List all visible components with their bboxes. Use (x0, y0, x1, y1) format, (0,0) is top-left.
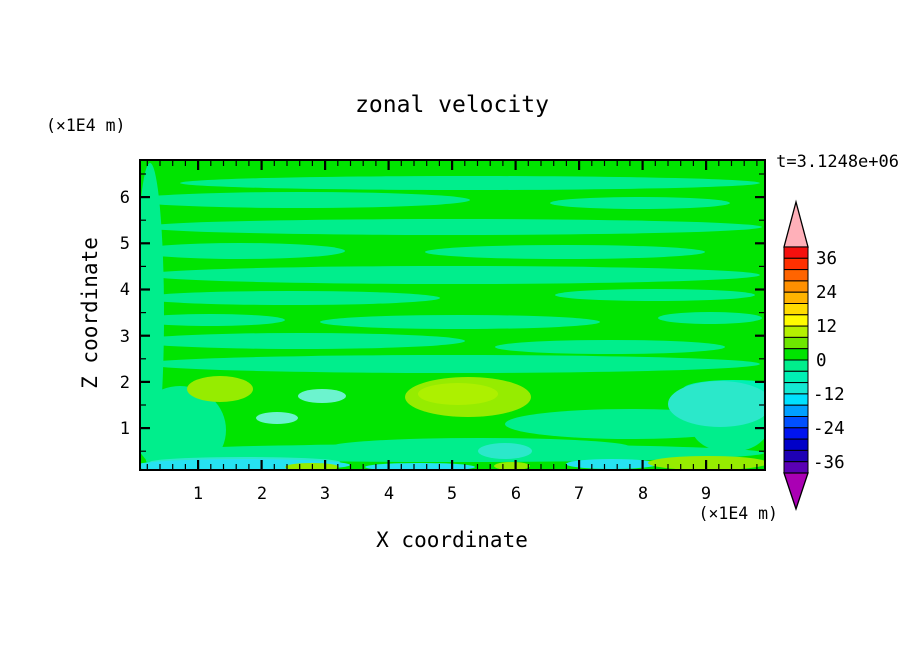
x-tick-label: 6 (511, 484, 521, 504)
contour-band (495, 340, 725, 354)
contour-band (141, 243, 345, 259)
x-tick-label: 1 (193, 484, 203, 504)
colorbar-cell (783, 336, 809, 350)
colorbar-cell (783, 303, 809, 316)
x-axis-ticks (146, 161, 758, 469)
contour-band (142, 219, 762, 235)
x-tick-label: 3 (320, 484, 330, 504)
contour-feature-turquoise-blob (478, 443, 532, 459)
colorbar-cell (783, 416, 809, 429)
colorbar-label: 12 (816, 317, 837, 337)
colorbar-cell (783, 461, 809, 474)
plot-area (139, 159, 766, 471)
colorbar-cell (783, 314, 809, 327)
colorbar-cell (783, 438, 809, 451)
colorbar-label: -36 (813, 453, 845, 473)
x-tick-label: 2 (257, 484, 267, 504)
contour-band (141, 333, 465, 349)
colorbar-cell (783, 280, 809, 293)
z-axis-unit-label: (×1E4 m) (46, 116, 125, 135)
z-tick-label: 6 (120, 188, 130, 208)
contour-feature-bottom-cyan-right (566, 459, 658, 469)
z-tick-label: 4 (120, 280, 130, 300)
contour-feature-chartreuse-left (187, 376, 253, 402)
x-axis-tick-labels: 1 2 3 4 5 6 7 8 9 (193, 484, 711, 504)
colorbar-cell (783, 246, 809, 259)
time-annotation: t=3.1248e+06 (776, 152, 899, 172)
colorbar-cell (783, 325, 809, 338)
contour-feature-turquoise-pool (668, 381, 764, 427)
contour-feature-bottom-chartreuse-speck (494, 462, 530, 469)
z-tick-label: 5 (120, 234, 130, 254)
colorbar-label: -12 (813, 385, 845, 405)
colorbar-cell (783, 269, 809, 282)
contour-feature-chartreuse-center-core (418, 383, 498, 405)
contour-band (180, 176, 760, 190)
colorbar-label: 24 (816, 283, 837, 303)
contour-band (141, 444, 764, 462)
contour-band (425, 245, 705, 259)
contour-band (141, 163, 164, 467)
colorbar-cell (783, 370, 809, 384)
x-tick-label: 7 (574, 484, 584, 504)
colorbar-over-arrow (783, 199, 809, 248)
colorbar-cell (783, 404, 809, 418)
colorbar: 36 24 12 0 -12 -24 -36 (783, 199, 845, 512)
x-tick-label: 4 (384, 484, 394, 504)
plot-border (139, 159, 766, 471)
colorbar-cell (783, 359, 809, 372)
colorbar-cell (783, 291, 809, 305)
colorbar-label: 0 (816, 351, 827, 371)
contour-band (550, 197, 730, 209)
colorbar-label: 36 (816, 249, 837, 269)
contour-band (555, 289, 755, 301)
contour-band (141, 192, 470, 208)
z-axis-tick-labels: 1 2 3 4 5 6 (120, 188, 130, 439)
colorbar-cell (783, 427, 809, 440)
z-tick-label: 2 (120, 373, 130, 393)
contour-band (144, 355, 760, 373)
colorbar-under-arrow (783, 472, 809, 512)
colorbar-cell (783, 393, 809, 406)
colorbar-cell (783, 449, 809, 463)
contour-feature-pale-mint-2 (256, 412, 298, 424)
contour-feature-bottom-chartreuse-right (648, 456, 764, 469)
contour-band (658, 312, 762, 324)
colorbar-cell (783, 257, 809, 271)
z-tick-label: 3 (120, 327, 130, 347)
x-axis-title: X coordinate (376, 528, 528, 552)
contour-feature-pale-mint-1 (298, 389, 346, 403)
contour-band (141, 291, 440, 305)
colorbar-cell (783, 382, 809, 395)
contour-bands (141, 163, 764, 469)
contour-feature-bottom-cyan-mid (365, 463, 475, 469)
contour-band (144, 266, 760, 284)
colorbar-tick-labels: 36 24 12 0 -12 -24 -36 (813, 249, 845, 473)
x-axis-unit-label: (×1E4 m) (699, 504, 778, 523)
x-tick-label: 5 (447, 484, 457, 504)
z-axis-title: Z coordinate (78, 237, 102, 389)
contour-band (320, 315, 600, 329)
chart-title: zonal velocity (355, 92, 549, 118)
contour-feature-bottom-cyan-corner (141, 462, 185, 469)
z-axis-ticks (141, 173, 764, 452)
z-tick-label: 1 (120, 419, 130, 439)
colorbar-cells (783, 246, 809, 474)
x-tick-label: 9 (701, 484, 711, 504)
colorbar-cell (783, 348, 809, 361)
colorbar-label: -24 (813, 419, 845, 439)
contour-band (141, 314, 285, 326)
x-tick-label: 8 (638, 484, 648, 504)
